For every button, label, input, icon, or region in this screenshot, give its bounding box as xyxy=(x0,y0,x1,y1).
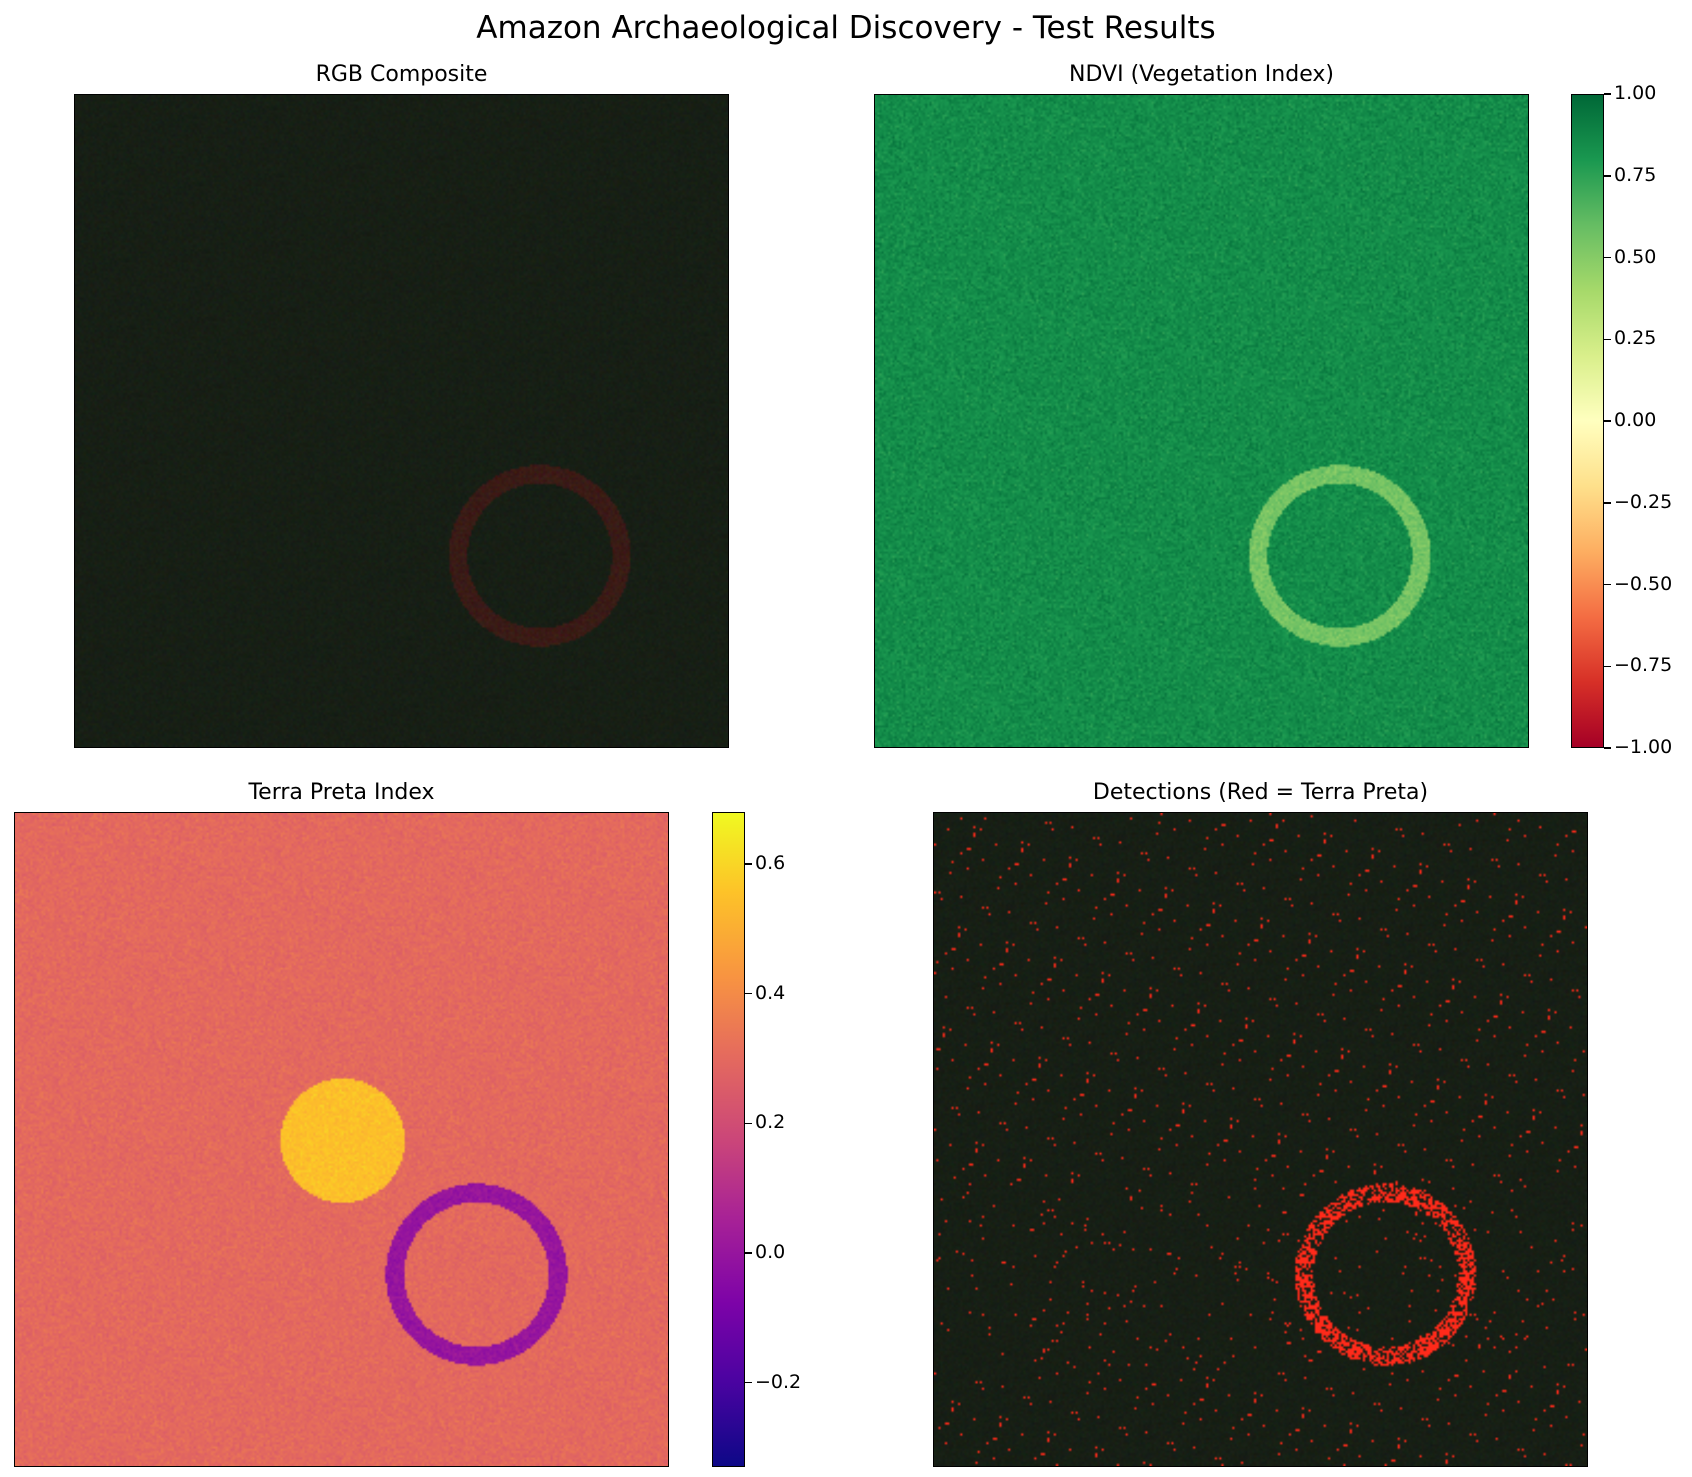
panel-title-terra-preta: Terra Preta Index xyxy=(248,780,435,805)
colorbar-tick-label: −0.75 xyxy=(1614,654,1673,677)
colorbar-tick-label: 0.75 xyxy=(1614,163,1657,186)
colorbar-tick-label: 1.00 xyxy=(1614,82,1657,104)
colorbar-tick-mark xyxy=(1604,256,1611,259)
colorbar-tick-mark xyxy=(1604,93,1611,95)
panel-title-ndvi: NDVI (Vegetation Index) xyxy=(1069,62,1334,87)
detections-image xyxy=(933,812,1588,1467)
colorbar-tick-label: 0.0 xyxy=(755,1240,786,1263)
colorbar-tick-mark xyxy=(1604,338,1611,340)
colorbar-tick-mark xyxy=(1604,665,1611,667)
colorbar-tick-mark xyxy=(1604,175,1611,177)
colorbar-tick-label: 0.50 xyxy=(1614,245,1657,268)
panel-title-detections: Detections (Red = Terra Preta) xyxy=(1092,780,1429,805)
colorbar-tick-mark xyxy=(745,1122,752,1125)
ndvi-colorbar xyxy=(1571,94,1604,748)
colorbar-tick-label: 0.6 xyxy=(755,851,786,874)
colorbar-tick-mark xyxy=(1604,583,1611,586)
colorbar-tick-label: −0.2 xyxy=(755,1370,802,1393)
colorbar-tick-mark xyxy=(1604,502,1611,504)
colorbar-tick-label: 0.2 xyxy=(755,1111,786,1134)
figure-title: Amazon Archaeological Discovery - Test R… xyxy=(476,10,1216,46)
colorbar-tick-label: 0.4 xyxy=(755,981,786,1004)
terra-preta-image xyxy=(14,812,669,1467)
colorbar-tick-mark xyxy=(745,1381,752,1384)
colorbar-tick-mark xyxy=(745,863,752,865)
colorbar-tick-label: −1.00 xyxy=(1614,736,1673,758)
colorbar-tick-mark xyxy=(1604,747,1611,749)
colorbar-tick-label: 0.25 xyxy=(1614,327,1657,350)
panel-title-rgb: RGB Composite xyxy=(315,62,488,87)
colorbar-tick-label: −0.25 xyxy=(1614,490,1673,513)
colorbar-tick-label: −0.50 xyxy=(1614,572,1673,595)
colorbar-tick-mark xyxy=(745,992,752,995)
terra-preta-colorbar xyxy=(712,812,745,1467)
ndvi-image xyxy=(874,94,1529,748)
rgb-composite-image xyxy=(74,94,729,748)
colorbar-tick-label: 0.00 xyxy=(1614,409,1657,431)
colorbar-tick-mark xyxy=(745,1252,752,1254)
colorbar-tick-mark xyxy=(1604,420,1611,422)
